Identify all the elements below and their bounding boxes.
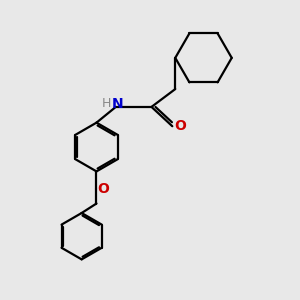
Text: O: O	[97, 182, 109, 196]
Text: H: H	[102, 98, 112, 110]
Text: O: O	[175, 119, 187, 133]
Text: N: N	[112, 97, 123, 111]
